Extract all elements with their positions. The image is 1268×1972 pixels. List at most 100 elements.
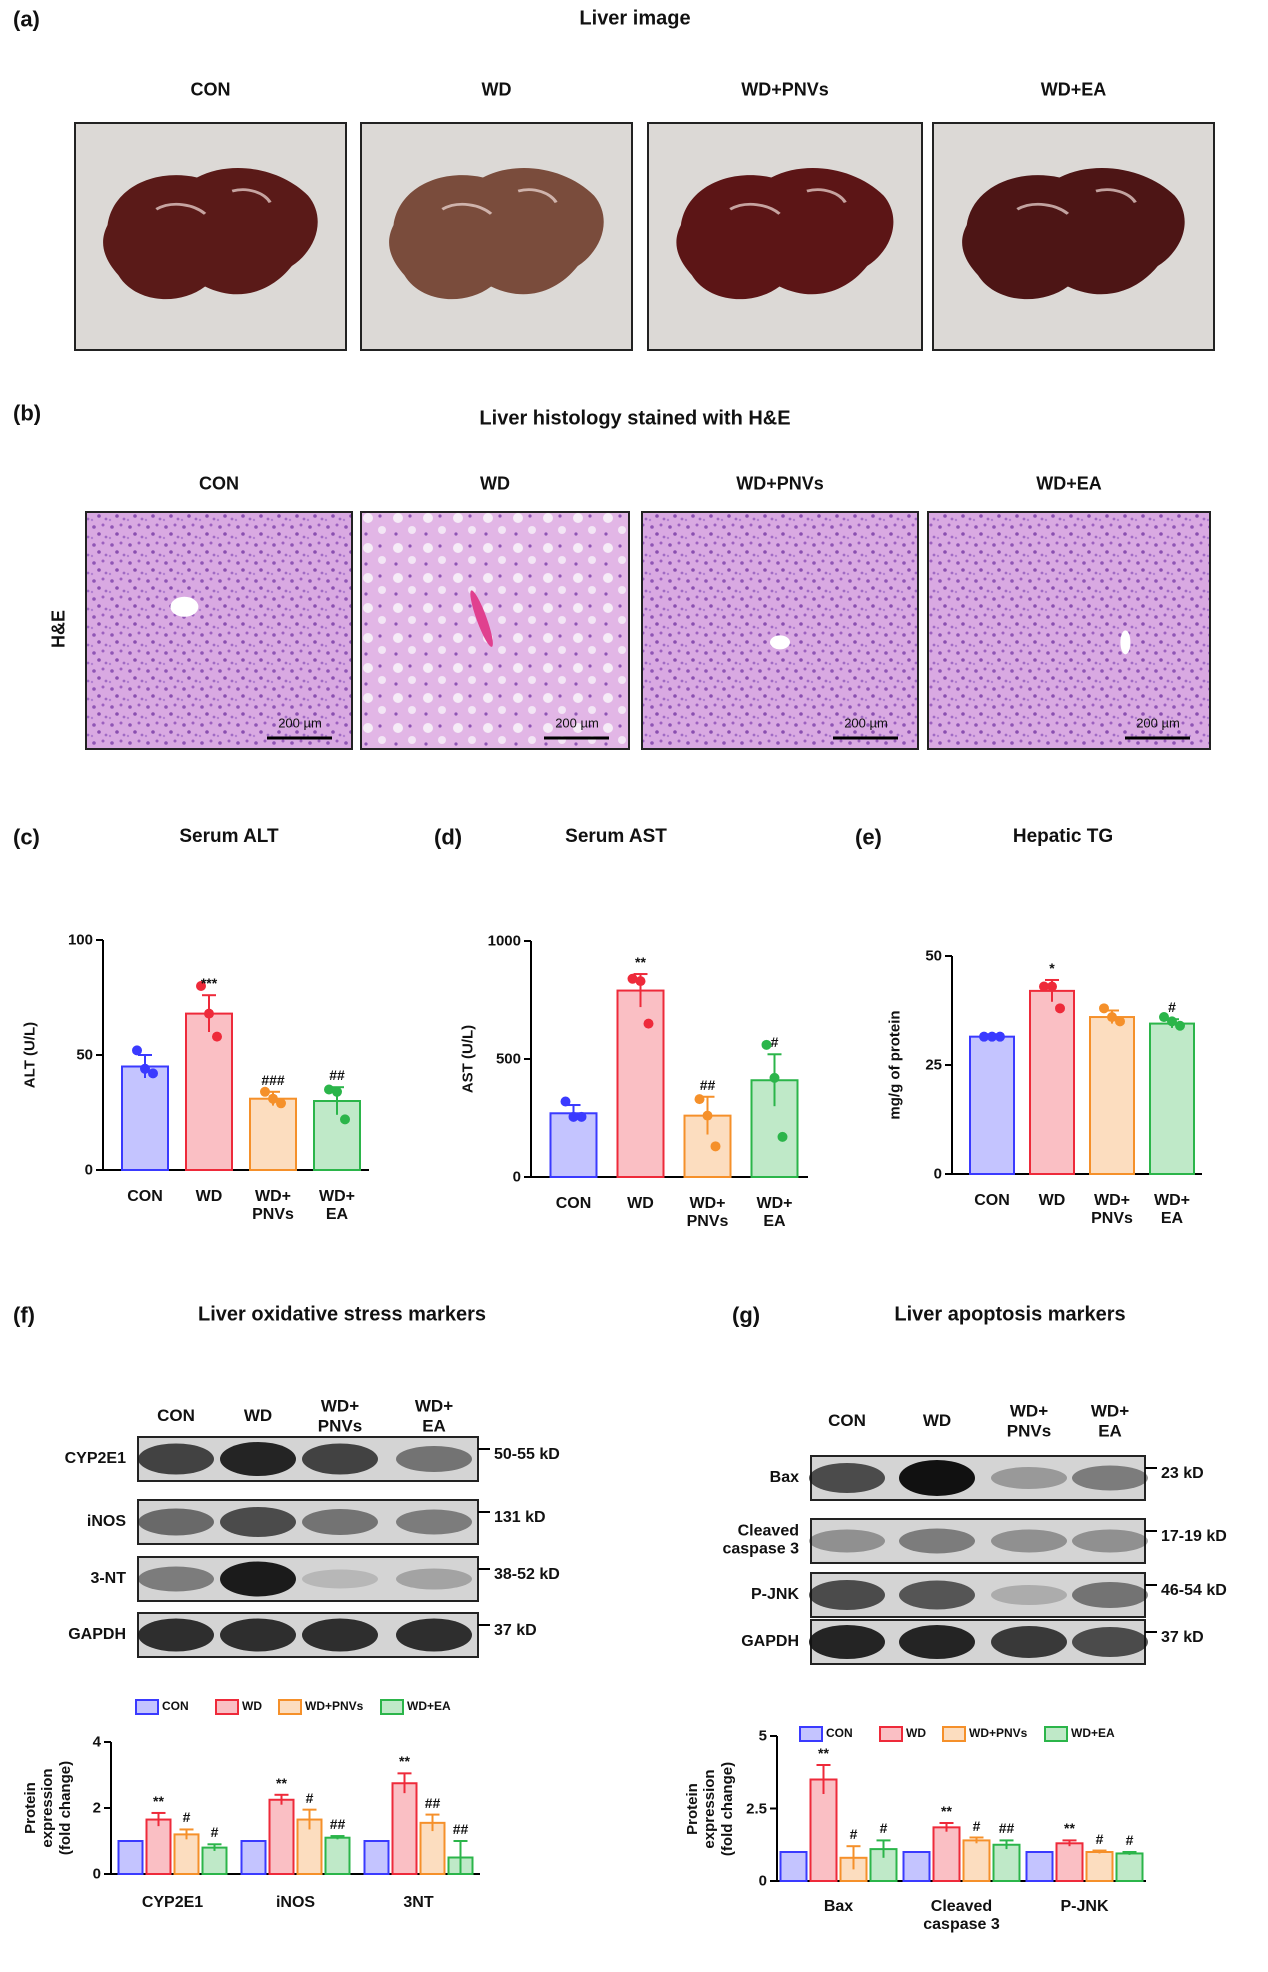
liver-shine: [1016, 188, 1137, 215]
blot-band: [809, 1463, 885, 1493]
data-point: [1115, 1016, 1125, 1027]
y-tick-label: 25: [925, 1056, 942, 1074]
legend-label: WD+EA: [1071, 1726, 1115, 1741]
data-point: [1107, 1012, 1117, 1023]
liver-shine: [155, 188, 272, 215]
data-point: [643, 1018, 654, 1029]
blot-band: [220, 1561, 296, 1597]
x-tick-label: WD+ EA: [319, 1188, 355, 1224]
histology-frame: [360, 511, 630, 750]
protein-label: GAPDH: [741, 1632, 799, 1650]
significance-label: **: [399, 1753, 410, 1770]
y-tick-label: 50: [925, 947, 942, 965]
blot-band: [396, 1568, 472, 1590]
bar: [391, 1782, 418, 1875]
legend-label: CON: [826, 1726, 853, 1741]
bar: [117, 1840, 144, 1875]
x-tick-label: P-JNK: [1060, 1898, 1109, 1915]
liver-shine: [441, 188, 558, 215]
vessel: [1120, 630, 1131, 655]
bar: [549, 1112, 598, 1179]
y-tick-label: 5: [758, 1727, 767, 1745]
size-label: 37 kD: [494, 1621, 537, 1639]
data-point: [979, 1031, 989, 1042]
blot-band: [899, 1460, 975, 1496]
liver: [676, 168, 894, 300]
bar: [201, 1846, 228, 1875]
bar: [962, 1839, 991, 1883]
data-point: [1175, 1020, 1185, 1031]
bar: [616, 989, 665, 1178]
x-tick-label: WD: [1038, 1192, 1066, 1209]
blot-strip: [810, 1518, 1146, 1564]
chart-title: Serum AST: [565, 826, 667, 848]
legend-swatch: [1044, 1726, 1068, 1742]
data-point: [132, 1045, 142, 1056]
data-point: [1055, 1003, 1065, 1014]
blot-band: [899, 1580, 975, 1610]
protein-label: GAPDH: [68, 1625, 126, 1643]
blot-band: [396, 1618, 472, 1652]
legend-swatch: [278, 1699, 302, 1715]
data-point: [576, 1111, 587, 1122]
significance-label: #: [972, 1817, 981, 1834]
x-tick-label: WD+ EA: [1154, 1192, 1190, 1228]
data-point: [560, 1096, 571, 1107]
blot-band: [220, 1618, 296, 1652]
scale-bar-label: 200 µm: [1136, 715, 1180, 731]
legend-swatch: [135, 1699, 159, 1715]
panel-label: (e): [855, 824, 882, 850]
legend-label: WD+PNVs: [969, 1726, 1028, 1741]
blot-band: [991, 1585, 1067, 1605]
vessel: [770, 635, 790, 650]
histology-frame: [927, 511, 1211, 750]
data-point: [260, 1086, 270, 1097]
lane-label: WD+ PNVs: [317, 1396, 363, 1435]
x-tick-label: CON: [974, 1192, 1010, 1209]
histology-frame: [85, 511, 353, 750]
y-tick-label: 500: [495, 1050, 521, 1068]
blot-band: [138, 1508, 214, 1536]
data-point: [761, 1039, 772, 1050]
blot-band: [809, 1529, 885, 1553]
significance-label: #: [305, 1789, 314, 1806]
group-label: WD+PNVs: [741, 79, 829, 100]
blot-band: [302, 1569, 378, 1589]
legend-swatch: [879, 1726, 903, 1742]
significance-label: #: [1168, 999, 1176, 1016]
y-tick-label: 0: [758, 1872, 767, 1890]
x-tick-label: CON: [127, 1188, 163, 1205]
y-tick-label: 0: [933, 1165, 942, 1183]
blot-band: [396, 1446, 472, 1472]
bar: [324, 1836, 351, 1875]
size-label: 131 kD: [494, 1508, 546, 1526]
bar: [932, 1826, 961, 1882]
data-point: [987, 1031, 997, 1042]
y-tick-label: 0: [92, 1865, 101, 1883]
data-point: [702, 1110, 713, 1121]
lane-label: WD: [922, 1411, 952, 1431]
legend-label: CON: [162, 1699, 189, 1714]
size-label: 50-55 kD: [494, 1445, 560, 1463]
size-label: 37 kD: [1161, 1628, 1204, 1646]
bar: [268, 1798, 295, 1875]
lane-label: WD: [243, 1406, 273, 1426]
data-point: [777, 1131, 788, 1142]
data-point: [148, 1068, 158, 1079]
bar: [1025, 1851, 1054, 1882]
size-label: 38-52 kD: [494, 1565, 560, 1583]
blot-band: [302, 1509, 378, 1535]
lane-label: WD+ PNVs: [1006, 1401, 1052, 1440]
vessel: [170, 596, 199, 617]
y-tick-label: 4: [92, 1733, 101, 1751]
significance-label: **: [941, 1802, 952, 1819]
x-tick-label: CYP2E1: [141, 1894, 204, 1911]
blot-strip: [137, 1556, 479, 1602]
legend-swatch: [942, 1726, 966, 1742]
group-label: WD+EA: [1036, 473, 1102, 494]
x-tick-label: WD+ PNVs: [686, 1195, 729, 1231]
bar: [809, 1778, 838, 1882]
significance-label: ###: [261, 1071, 285, 1088]
bar: [363, 1840, 390, 1875]
